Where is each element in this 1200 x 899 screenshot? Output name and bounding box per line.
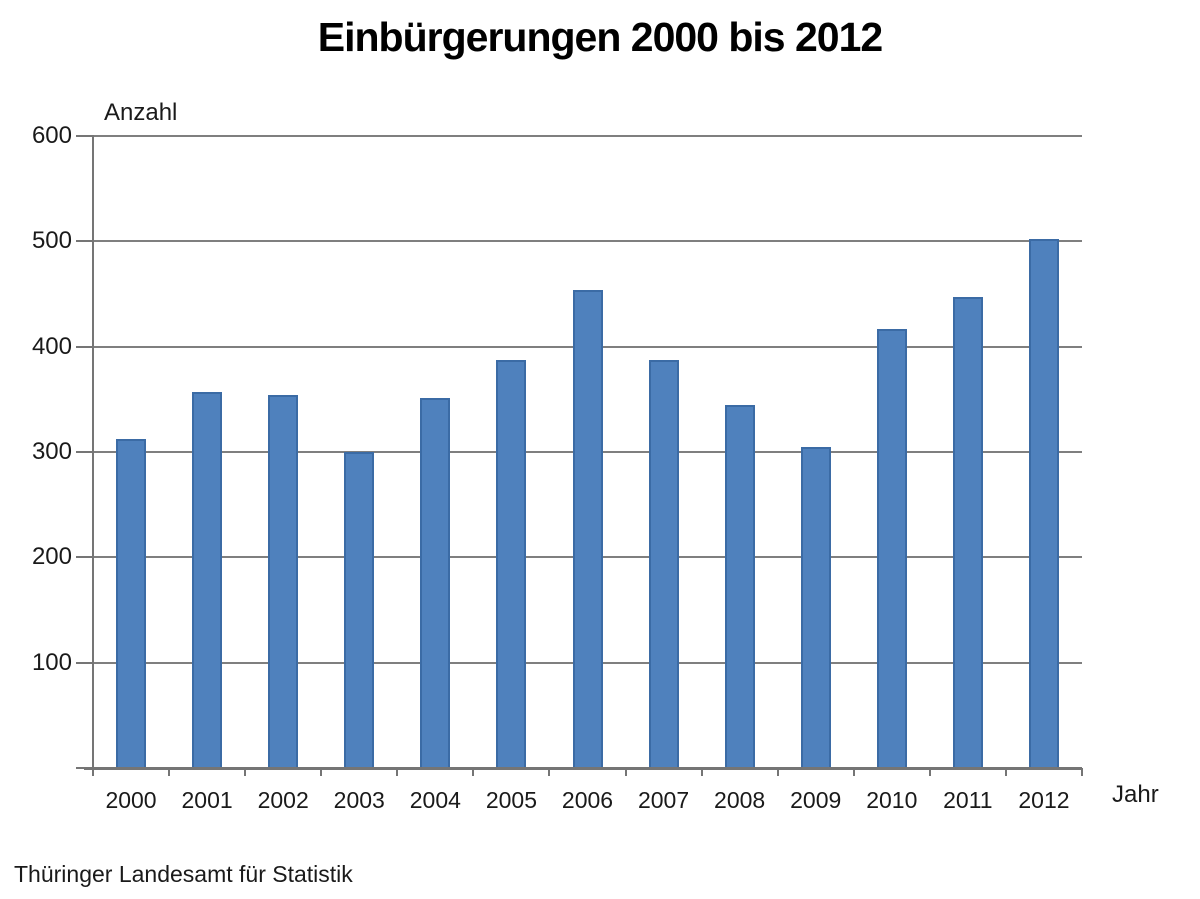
x-tick-3 <box>320 768 323 776</box>
x-tick-4 <box>396 768 399 776</box>
x-tick-label-2011: 2011 <box>943 787 993 813</box>
y-tick-label-300: 300 <box>31 438 72 465</box>
bar-2012 <box>1028 239 1059 768</box>
y-tick-label-200: 200 <box>31 543 72 571</box>
y-tick-100 <box>76 661 93 664</box>
y-tick-300 <box>76 451 93 453</box>
x-tick-label-2000: 2000 <box>105 787 157 813</box>
x-tick-label-2002: 2002 <box>257 787 309 813</box>
x-tick-12 <box>1004 768 1007 776</box>
bar-2011 <box>952 297 983 768</box>
y-tick-label-400: 400 <box>31 332 72 360</box>
y-tick-label-600: 600 <box>31 122 72 149</box>
y-tick-200 <box>76 556 93 559</box>
y-axis-line <box>92 135 94 776</box>
x-tick-label-2012: 2012 <box>1018 787 1070 813</box>
bar-2002 <box>268 395 299 768</box>
bar-2003 <box>344 452 375 768</box>
bar-2001 <box>192 392 223 768</box>
x-tick-label-2004: 2004 <box>409 787 461 813</box>
x-tick-0 <box>92 768 94 776</box>
y-tick-400 <box>76 345 93 348</box>
bar-2008 <box>724 405 755 768</box>
x-tick-13 <box>1081 768 1083 776</box>
y-axis-title: Anzahl <box>104 99 178 126</box>
x-tick-6 <box>548 768 551 776</box>
x-tick-10 <box>852 768 855 776</box>
x-tick-label-2003: 2003 <box>333 787 385 813</box>
bar-2010 <box>876 329 907 768</box>
x-tick-label-2001: 2001 <box>181 787 233 813</box>
x-tick-label-2009: 2009 <box>790 787 842 813</box>
x-tick-7 <box>624 768 627 776</box>
y-tick-500 <box>76 240 93 243</box>
y-tick-0 <box>76 767 93 769</box>
bar-2005 <box>496 360 527 768</box>
x-tick-5 <box>472 768 475 776</box>
gridline-600 <box>93 135 1082 138</box>
bar-2000 <box>116 439 147 768</box>
source-caption: Thüringer Landesamt für Statistik <box>14 861 353 887</box>
x-tick-1 <box>168 768 171 776</box>
y-tick-label-100: 100 <box>31 648 72 676</box>
x-tick-label-2010: 2010 <box>866 787 918 813</box>
x-tick-label-2007: 2007 <box>637 787 690 813</box>
chart-title: Einbürgerungen 2000 bis 2012 <box>317 14 883 60</box>
y-tick-600 <box>76 135 93 137</box>
x-tick-9 <box>776 768 779 776</box>
bar-2004 <box>420 398 451 768</box>
bar-2007 <box>648 360 679 768</box>
x-tick-2 <box>244 768 247 776</box>
x-tick-11 <box>928 768 931 776</box>
bar-2006 <box>572 290 603 768</box>
x-axis-line <box>84 767 1082 770</box>
x-tick-label-2006: 2006 <box>561 787 614 813</box>
bar-2009 <box>800 447 831 768</box>
x-tick-label-2008: 2008 <box>714 787 766 813</box>
y-tick-label-500: 500 <box>31 227 72 255</box>
x-tick-label-2005: 2005 <box>485 787 537 813</box>
x-tick-8 <box>700 768 703 776</box>
x-axis-title: Jahr <box>1112 781 1159 808</box>
plot-area <box>84 135 1082 776</box>
gridline-500 <box>93 240 1082 243</box>
